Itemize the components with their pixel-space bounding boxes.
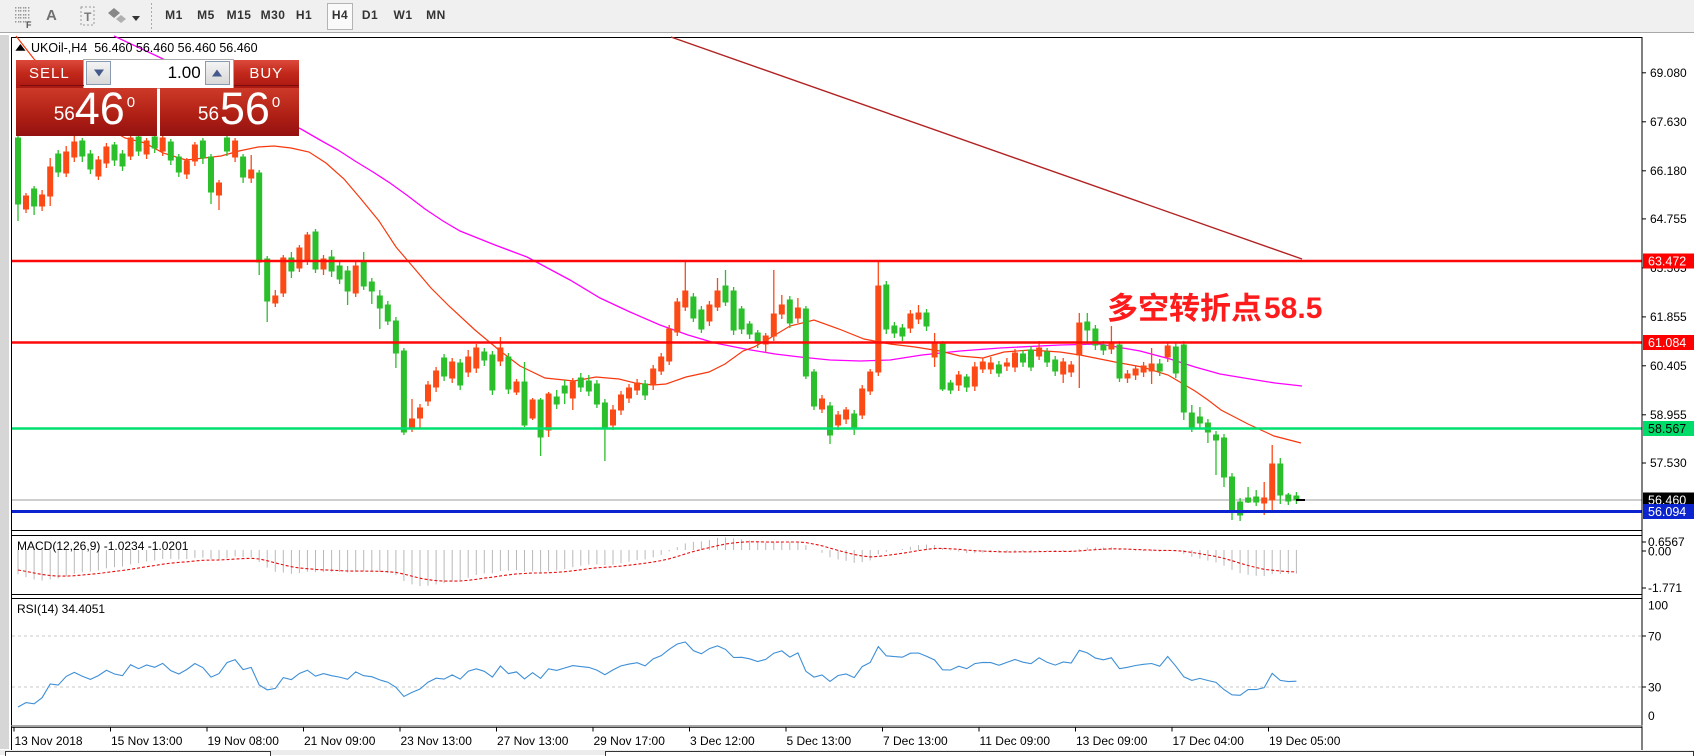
svg-text:58.955: 58.955 xyxy=(1650,408,1687,422)
svg-text:57.530: 57.530 xyxy=(1650,456,1687,470)
svg-text:58.5: 58.5 xyxy=(1264,292,1322,325)
svg-text:27 Nov 13:00: 27 Nov 13:00 xyxy=(497,734,569,748)
svg-text:19 Nov 08:00: 19 Nov 08:00 xyxy=(208,734,280,748)
svg-text:11 Dec 09:00: 11 Dec 09:00 xyxy=(980,734,1051,748)
svg-text:58.567: 58.567 xyxy=(1648,422,1686,436)
svg-text:0.00: 0.00 xyxy=(1648,545,1672,559)
svg-text:66.180: 66.180 xyxy=(1650,164,1687,178)
svg-text:69.080: 69.080 xyxy=(1650,66,1687,80)
svg-text:21 Nov 09:00: 21 Nov 09:00 xyxy=(304,734,376,748)
svg-text:3 Dec 12:00: 3 Dec 12:00 xyxy=(690,734,755,748)
svg-text:13 Nov 2018: 13 Nov 2018 xyxy=(15,734,83,748)
svg-text:MACD(12,26,9) -1.0234 -1.0201: MACD(12,26,9) -1.0234 -1.0201 xyxy=(17,539,189,553)
svg-text:56.094: 56.094 xyxy=(1648,505,1686,519)
svg-text:64.755: 64.755 xyxy=(1650,212,1687,226)
svg-text:29 Nov 17:00: 29 Nov 17:00 xyxy=(594,734,666,748)
svg-text:T: T xyxy=(84,10,92,24)
svg-text:13 Dec 09:00: 13 Dec 09:00 xyxy=(1076,734,1148,748)
svg-text:0.6567: 0.6567 xyxy=(1648,535,1685,549)
svg-text:61.855: 61.855 xyxy=(1650,310,1687,324)
svg-text:5 Dec 13:00: 5 Dec 13:00 xyxy=(787,734,852,748)
svg-text:7 Dec 13:00: 7 Dec 13:00 xyxy=(883,734,948,748)
svg-text:23 Nov 13:00: 23 Nov 13:00 xyxy=(401,734,473,748)
svg-text:UKOil-,H4 56.460 56.460 56.46: UKOil-,H4 56.460 56.460 56.460 56.460 xyxy=(31,41,258,55)
svg-text:70: 70 xyxy=(1648,630,1662,644)
svg-text:19 Dec 05:00: 19 Dec 05:00 xyxy=(1269,734,1341,748)
svg-text:60.405: 60.405 xyxy=(1650,359,1687,373)
svg-text:17 Dec 04:00: 17 Dec 04:00 xyxy=(1173,734,1245,748)
svg-text:30: 30 xyxy=(1648,681,1662,695)
svg-text:0: 0 xyxy=(1648,709,1655,723)
svg-text:67.630: 67.630 xyxy=(1650,115,1687,129)
svg-text:-1.771: -1.771 xyxy=(1648,581,1682,595)
svg-text:63.472: 63.472 xyxy=(1648,255,1686,269)
svg-text:61.084: 61.084 xyxy=(1648,336,1686,350)
svg-text:100: 100 xyxy=(1648,599,1668,613)
svg-text:15 Nov 13:00: 15 Nov 13:00 xyxy=(111,734,183,748)
svg-text:RSI(14) 34.4051: RSI(14) 34.4051 xyxy=(17,602,105,616)
svg-text:F: F xyxy=(26,20,32,30)
